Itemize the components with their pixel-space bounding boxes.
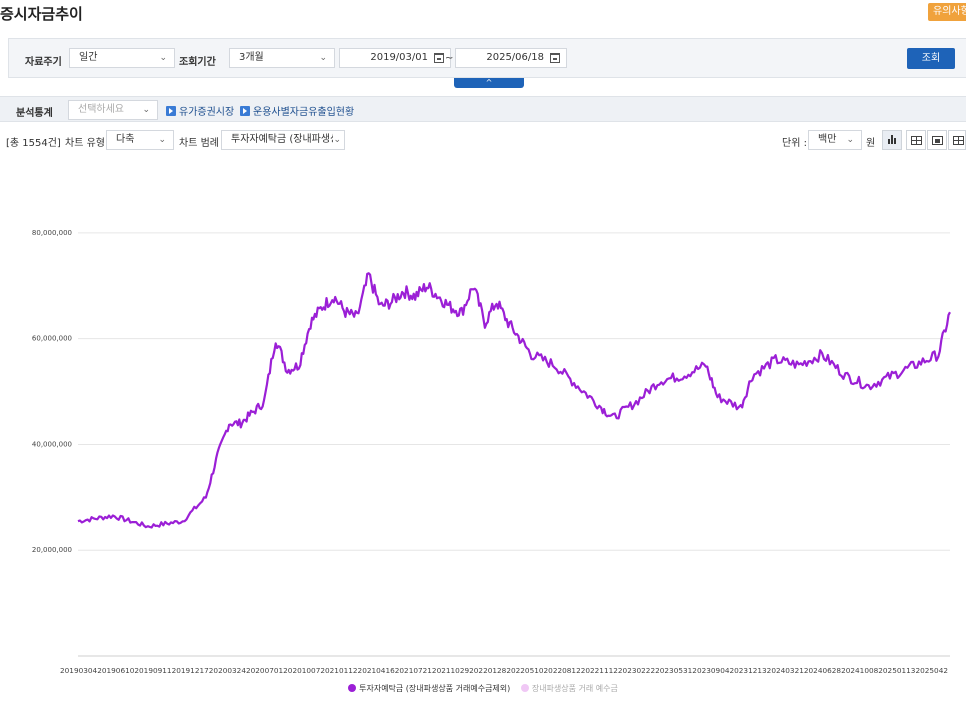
chevron-down-icon: ⌄ [142, 105, 150, 115]
date-separator: ~ [445, 53, 454, 64]
series-line-deposit[interactable] [77, 272, 951, 529]
start-date-value: 2019/03/01 [370, 52, 428, 63]
grid-view-button[interactable] [948, 130, 966, 150]
analysis-select[interactable]: 선택하세요 ⌄ [68, 100, 158, 120]
title-bar: 증시자금추이 유의사항 [0, 0, 966, 28]
chart-type-value: 다축 [116, 134, 135, 145]
area-chart-view-button[interactable] [927, 130, 947, 150]
y-tick-label: 20,000,000 [32, 546, 72, 554]
fund-trend-chart: 20,000,000 40,000,000 60,000,000 80,000,000… [32, 229, 951, 675]
chevron-down-icon: ⌄ [319, 53, 327, 63]
bar-chart-icon [888, 135, 897, 144]
range-label: 조회기간 [179, 57, 216, 68]
legend-dot [348, 684, 357, 692]
play-link-icon [240, 106, 250, 116]
page-title: 증시자금추이 [0, 5, 83, 23]
analysis-label: 분석통계 [16, 108, 53, 119]
range-select[interactable]: 3개월 ⌄ [229, 48, 335, 68]
chevron-down-icon: ⌄ [846, 135, 854, 145]
calendar-icon[interactable] [434, 53, 444, 63]
unit-label: 단위 : [782, 138, 807, 149]
analysis-bar: 분석통계 선택하세요 ⌄ 유가증권시장 운용사별자금유출입현황 [0, 96, 966, 122]
collapse-toggle[interactable]: ^ [454, 78, 524, 88]
table-view-button[interactable] [906, 130, 926, 150]
x-axis-tick-labels: 2019030420190610201909112019121720200324… [60, 667, 948, 675]
legend-item-derivative-label: 장내파생상품 거래 예수금 [531, 684, 618, 693]
link-stock-market-label: 유가증권시장 [179, 107, 235, 118]
legend-item-derivative[interactable]: 장내파생상품 거래 예수금 [520, 683, 618, 694]
link-fund-flow[interactable]: 운용사별자금유출입현황 [240, 103, 354, 118]
legend-item-deposit-label: 투자자예탁금 (장내파생상품 거래예수금제외) [359, 684, 511, 693]
legend-item-deposit[interactable]: 투자자예탁금 (장내파생상품 거래예수금제외) [348, 683, 510, 694]
bar-chart-view-button[interactable] [882, 130, 902, 150]
play-link-icon [166, 106, 176, 116]
chevron-down-icon: ⌄ [159, 53, 167, 63]
total-count: [총 1554건] [6, 138, 61, 149]
start-date-input[interactable]: 2019/03/01 [339, 48, 451, 68]
notice-button[interactable]: 유의사항 [928, 3, 966, 21]
end-date-value: 2025/06/18 [486, 52, 544, 63]
calendar-icon[interactable] [550, 53, 560, 63]
chevron-down-icon: ⌄ [158, 135, 166, 145]
range-value: 3개월 [239, 52, 264, 63]
chevron-down-icon: ⌄ [333, 131, 341, 149]
unit-value: 백만 [818, 134, 837, 145]
y-tick-label: 80,000,000 [32, 229, 72, 237]
area-chart-icon [932, 136, 943, 145]
end-date-input[interactable]: 2025/06/18 [455, 48, 567, 68]
legend-label: 차트 범례 [179, 138, 219, 149]
unit-suffix: 원 [866, 138, 876, 149]
y-tick-label: 40,000,000 [32, 440, 72, 448]
chart-toolbar: [총 1554건] 차트 유형 다축 ⌄ 차트 범례 투자자예탁금 (장내파생상… [0, 130, 966, 152]
grid-icon [953, 136, 964, 145]
legend-select[interactable]: 투자자예탁금 (장내파생상 ⌄ [221, 130, 345, 150]
link-fund-flow-label: 운용사별자금유출입현황 [253, 107, 355, 118]
table-icon [911, 136, 922, 145]
chart-type-label: 차트 유형 [65, 138, 105, 149]
chart-type-select[interactable]: 다축 ⌄ [106, 130, 174, 150]
chart-legend: 투자자예탁금 (장내파생상품 거래예수금제외) 장내파생상품 거래 예수금 [0, 683, 966, 694]
legend-dot [520, 684, 529, 692]
link-stock-market[interactable]: 유가증권시장 [166, 103, 234, 118]
search-panel: 자료주기 일간 ⌄ 조회기간 3개월 ⌄ 2019/03/01 ~ 2025/0… [8, 38, 966, 78]
y-tick-label: 60,000,000 [32, 335, 72, 343]
period-select[interactable]: 일간 ⌄ [69, 48, 175, 68]
analysis-placeholder: 선택하세요 [78, 104, 124, 115]
unit-select[interactable]: 백만 ⌄ [808, 130, 862, 150]
period-value: 일간 [79, 52, 98, 63]
legend-value: 투자자예탁금 (장내파생상 [231, 134, 340, 145]
period-label: 자료주기 [25, 57, 62, 68]
search-button[interactable]: 조회 [907, 48, 955, 69]
